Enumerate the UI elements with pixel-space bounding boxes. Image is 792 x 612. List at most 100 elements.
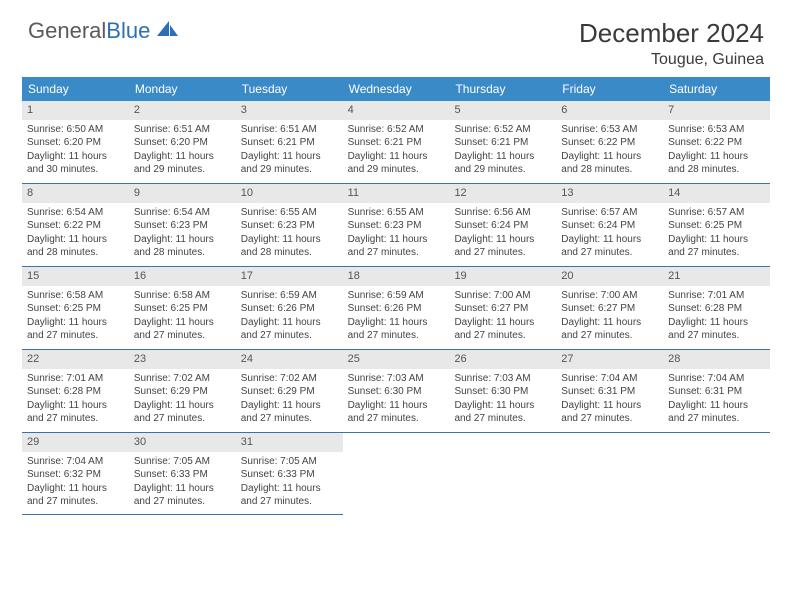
day-content: Sunrise: 6:53 AMSunset: 6:22 PMDaylight:…	[663, 120, 770, 182]
day-number: 26	[449, 350, 556, 369]
day-cell: 10Sunrise: 6:55 AMSunset: 6:23 PMDayligh…	[236, 184, 343, 266]
day-cell: 3Sunrise: 6:51 AMSunset: 6:21 PMDaylight…	[236, 101, 343, 183]
sunrise-line: Sunrise: 7:01 AM	[668, 289, 765, 303]
day-number: 23	[129, 350, 236, 369]
daylight-line: Daylight: 11 hours and 27 minutes.	[27, 316, 124, 343]
day-number: 25	[343, 350, 450, 369]
day-number: 1	[22, 101, 129, 120]
day-cell: 1Sunrise: 6:50 AMSunset: 6:20 PMDaylight…	[22, 101, 129, 183]
daylight-line: Daylight: 11 hours and 27 minutes.	[348, 233, 445, 260]
day-content: Sunrise: 7:05 AMSunset: 6:33 PMDaylight:…	[129, 452, 236, 514]
brand-name-part2: Blue	[106, 18, 150, 43]
brand-name: GeneralBlue	[28, 18, 150, 44]
day-content: Sunrise: 6:51 AMSunset: 6:20 PMDaylight:…	[129, 120, 236, 182]
day-content: Sunrise: 6:59 AMSunset: 6:26 PMDaylight:…	[236, 286, 343, 348]
location-label: Tougue, Guinea	[579, 51, 764, 69]
daylight-line: Daylight: 11 hours and 27 minutes.	[134, 399, 231, 426]
daylight-line: Daylight: 11 hours and 28 minutes.	[27, 233, 124, 260]
sunset-line: Sunset: 6:31 PM	[668, 385, 765, 399]
day-content: Sunrise: 6:58 AMSunset: 6:25 PMDaylight:…	[129, 286, 236, 348]
daylight-line: Daylight: 11 hours and 28 minutes.	[241, 233, 338, 260]
day-number: 21	[663, 267, 770, 286]
sunset-line: Sunset: 6:21 PM	[348, 136, 445, 150]
day-content: Sunrise: 6:52 AMSunset: 6:21 PMDaylight:…	[343, 120, 450, 182]
sunset-line: Sunset: 6:32 PM	[27, 468, 124, 482]
sunrise-line: Sunrise: 7:04 AM	[668, 372, 765, 386]
day-number: 24	[236, 350, 343, 369]
sunset-line: Sunset: 6:29 PM	[134, 385, 231, 399]
sunrise-line: Sunrise: 6:55 AM	[241, 206, 338, 220]
day-header-thursday: Thursday	[449, 77, 556, 101]
sunrise-line: Sunrise: 7:05 AM	[134, 455, 231, 469]
sunset-line: Sunset: 6:30 PM	[454, 385, 551, 399]
day-number: 5	[449, 101, 556, 120]
day-cell: 27Sunrise: 7:04 AMSunset: 6:31 PMDayligh…	[556, 350, 663, 432]
daylight-line: Daylight: 11 hours and 27 minutes.	[561, 316, 658, 343]
day-header-friday: Friday	[556, 77, 663, 101]
sunset-line: Sunset: 6:25 PM	[134, 302, 231, 316]
day-number: 18	[343, 267, 450, 286]
day-content: Sunrise: 6:50 AMSunset: 6:20 PMDaylight:…	[22, 120, 129, 182]
day-cell: 13Sunrise: 6:57 AMSunset: 6:24 PMDayligh…	[556, 184, 663, 266]
day-cell: 31Sunrise: 7:05 AMSunset: 6:33 PMDayligh…	[236, 433, 343, 515]
day-content: Sunrise: 7:02 AMSunset: 6:29 PMDaylight:…	[129, 369, 236, 431]
sunrise-line: Sunrise: 6:50 AM	[27, 123, 124, 137]
daylight-line: Daylight: 11 hours and 27 minutes.	[348, 399, 445, 426]
day-content: Sunrise: 6:57 AMSunset: 6:24 PMDaylight:…	[556, 203, 663, 265]
sunset-line: Sunset: 6:20 PM	[134, 136, 231, 150]
daylight-line: Daylight: 11 hours and 29 minutes.	[134, 150, 231, 177]
day-cell: 24Sunrise: 7:02 AMSunset: 6:29 PMDayligh…	[236, 350, 343, 432]
day-content: Sunrise: 7:03 AMSunset: 6:30 PMDaylight:…	[449, 369, 556, 431]
day-number: 28	[663, 350, 770, 369]
sunrise-line: Sunrise: 7:04 AM	[561, 372, 658, 386]
sunset-line: Sunset: 6:22 PM	[668, 136, 765, 150]
day-header-tuesday: Tuesday	[236, 77, 343, 101]
week-row: 15Sunrise: 6:58 AMSunset: 6:25 PMDayligh…	[22, 267, 770, 350]
title-block: December 2024 Tougue, Guinea	[579, 18, 764, 69]
sunrise-line: Sunrise: 6:59 AM	[241, 289, 338, 303]
week-row: 29Sunrise: 7:04 AMSunset: 6:32 PMDayligh…	[22, 433, 770, 515]
day-cell: 30Sunrise: 7:05 AMSunset: 6:33 PMDayligh…	[129, 433, 236, 515]
sunrise-line: Sunrise: 7:00 AM	[561, 289, 658, 303]
week-row: 22Sunrise: 7:01 AMSunset: 6:28 PMDayligh…	[22, 350, 770, 433]
sunrise-line: Sunrise: 7:02 AM	[134, 372, 231, 386]
daylight-line: Daylight: 11 hours and 27 minutes.	[348, 316, 445, 343]
daylight-line: Daylight: 11 hours and 30 minutes.	[27, 150, 124, 177]
day-cell: 7Sunrise: 6:53 AMSunset: 6:22 PMDaylight…	[663, 101, 770, 183]
sunrise-line: Sunrise: 6:58 AM	[134, 289, 231, 303]
daylight-line: Daylight: 11 hours and 27 minutes.	[668, 233, 765, 260]
day-cell: 21Sunrise: 7:01 AMSunset: 6:28 PMDayligh…	[663, 267, 770, 349]
sunset-line: Sunset: 6:24 PM	[561, 219, 658, 233]
day-cell: 4Sunrise: 6:52 AMSunset: 6:21 PMDaylight…	[343, 101, 450, 183]
sunset-line: Sunset: 6:23 PM	[348, 219, 445, 233]
day-content: Sunrise: 6:55 AMSunset: 6:23 PMDaylight:…	[343, 203, 450, 265]
day-content: Sunrise: 6:57 AMSunset: 6:25 PMDaylight:…	[663, 203, 770, 265]
day-cell: 17Sunrise: 6:59 AMSunset: 6:26 PMDayligh…	[236, 267, 343, 349]
day-cell: 19Sunrise: 7:00 AMSunset: 6:27 PMDayligh…	[449, 267, 556, 349]
day-cell: 22Sunrise: 7:01 AMSunset: 6:28 PMDayligh…	[22, 350, 129, 432]
sunset-line: Sunset: 6:29 PM	[241, 385, 338, 399]
day-number: 11	[343, 184, 450, 203]
brand-name-part1: General	[28, 18, 106, 43]
day-cell: 15Sunrise: 6:58 AMSunset: 6:25 PMDayligh…	[22, 267, 129, 349]
sunset-line: Sunset: 6:26 PM	[348, 302, 445, 316]
sunset-line: Sunset: 6:25 PM	[668, 219, 765, 233]
week-row: 1Sunrise: 6:50 AMSunset: 6:20 PMDaylight…	[22, 101, 770, 184]
day-header-saturday: Saturday	[663, 77, 770, 101]
day-content: Sunrise: 7:00 AMSunset: 6:27 PMDaylight:…	[449, 286, 556, 348]
day-cell: 20Sunrise: 7:00 AMSunset: 6:27 PMDayligh…	[556, 267, 663, 349]
day-content: Sunrise: 6:54 AMSunset: 6:22 PMDaylight:…	[22, 203, 129, 265]
day-number: 2	[129, 101, 236, 120]
sunset-line: Sunset: 6:28 PM	[668, 302, 765, 316]
daylight-line: Daylight: 11 hours and 27 minutes.	[668, 399, 765, 426]
day-cell: 23Sunrise: 7:02 AMSunset: 6:29 PMDayligh…	[129, 350, 236, 432]
daylight-line: Daylight: 11 hours and 27 minutes.	[454, 399, 551, 426]
week-row: 8Sunrise: 6:54 AMSunset: 6:22 PMDaylight…	[22, 184, 770, 267]
sunset-line: Sunset: 6:23 PM	[134, 219, 231, 233]
day-content: Sunrise: 7:01 AMSunset: 6:28 PMDaylight:…	[22, 369, 129, 431]
day-cell: 29Sunrise: 7:04 AMSunset: 6:32 PMDayligh…	[22, 433, 129, 515]
daylight-line: Daylight: 11 hours and 27 minutes.	[454, 233, 551, 260]
sunrise-line: Sunrise: 6:58 AM	[27, 289, 124, 303]
day-cell: 16Sunrise: 6:58 AMSunset: 6:25 PMDayligh…	[129, 267, 236, 349]
day-number: 16	[129, 267, 236, 286]
